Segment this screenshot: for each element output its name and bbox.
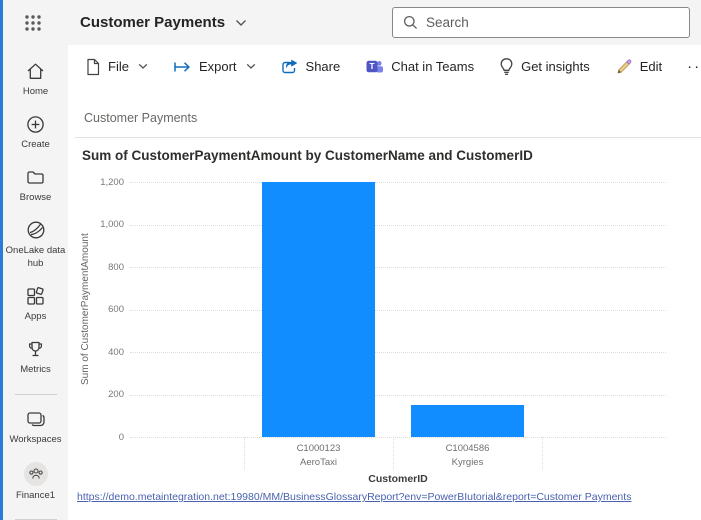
chart-title: Sum of CustomerPaymentAmount by Customer… — [82, 148, 533, 163]
y-gridline — [130, 394, 666, 396]
y-axis-tick-label: 600 — [108, 304, 124, 315]
sidebar-item-finance1-workspace[interactable]: Finance1 — [4, 461, 68, 503]
apps-icon — [27, 287, 44, 305]
category-separator — [542, 437, 543, 470]
export-menu-button[interactable]: Export — [173, 59, 256, 74]
edit-label: Edit — [639, 59, 663, 74]
chevron-down-icon — [246, 63, 256, 70]
report-title-dropdown[interactable]: Customer Payments — [80, 14, 247, 31]
chat-in-teams-label: Chat in Teams — [391, 59, 475, 74]
customer-id-label: C1000123 — [296, 443, 341, 454]
share-button[interactable]: Share — [281, 58, 341, 75]
report-page-name: Customer Payments — [84, 111, 198, 125]
sidebar-item-browse[interactable]: Browse — [4, 167, 68, 205]
y-gridline — [130, 352, 666, 353]
y-gridline — [130, 267, 666, 268]
bar-kyrgies[interactable] — [411, 405, 524, 437]
sidebar-item-apps[interactable]: Apps — [4, 286, 68, 324]
sidebar-item-label: Workspaces — [9, 433, 62, 445]
export-label: Export — [198, 59, 237, 74]
chevron-down-icon — [138, 63, 148, 70]
y-axis-tick-label: 0 — [118, 431, 124, 443]
get-insights-button[interactable]: Get insights — [499, 57, 590, 76]
trophy-icon — [29, 341, 42, 357]
sidebar-item-label: Metrics — [20, 363, 51, 375]
sidebar-item-label: Finance1 — [15, 489, 56, 501]
sidebar-item-label: Apps — [24, 311, 47, 323]
svg-text:T: T — [370, 61, 376, 71]
x-axis-category-label: C1000123 AeroTaxi — [244, 442, 393, 471]
home-icon — [27, 63, 44, 79]
waffle-icon — [25, 14, 41, 31]
sidebar-item-home[interactable]: Home — [4, 61, 68, 99]
file-icon — [87, 58, 100, 75]
report-content-area: File Export — [68, 45, 701, 520]
search-box[interactable] — [392, 7, 690, 38]
y-gridline — [130, 224, 666, 226]
get-insights-label: Get insights — [521, 59, 590, 74]
page-divider — [75, 137, 701, 138]
share-icon — [281, 59, 297, 74]
plus-circle-icon — [27, 116, 44, 133]
sidebar-divider — [14, 393, 57, 395]
sidebar-item-label: Browse — [19, 191, 52, 203]
bar-aerotaxi[interactable] — [262, 182, 375, 437]
teams-icon: T — [366, 60, 384, 72]
workspace-avatar — [23, 461, 48, 486]
more-options-button[interactable]: ··· — [687, 58, 701, 75]
lightbulb-icon — [500, 58, 513, 75]
file-label: File — [108, 59, 129, 74]
workspaces-icon — [26, 412, 45, 426]
edit-button[interactable]: Edit — [615, 58, 662, 76]
report-toolbar: File Export — [68, 45, 701, 88]
sidebar-item-create[interactable]: Create — [4, 114, 68, 152]
sidebar-item-label: Create — [21, 138, 50, 150]
category-separator — [393, 437, 394, 470]
report-title: Customer Payments — [80, 14, 226, 31]
top-bar: Customer Payments — [3, 0, 701, 45]
customer-id-label: C1004586 — [445, 443, 490, 454]
people-icon — [28, 467, 43, 479]
y-axis-tick-label: 1,000 — [100, 219, 124, 230]
export-icon — [174, 61, 190, 72]
pencil-icon — [617, 58, 632, 73]
chevron-down-icon — [235, 19, 247, 27]
onelake-icon — [27, 221, 44, 239]
y-gridline — [130, 309, 666, 311]
share-label: Share — [305, 59, 341, 74]
y-axis-tick-label: 1,200 — [100, 176, 124, 188]
search-icon — [403, 15, 418, 30]
y-gridline — [130, 182, 666, 183]
sidebar-item-onelake-data-hub[interactable]: OneLake data hub — [4, 219, 68, 271]
sidebar-item-workspaces[interactable]: Workspaces — [4, 409, 68, 447]
y-axis-tick-label: 800 — [108, 261, 124, 273]
x-axis-title: CustomerID — [368, 473, 428, 485]
navigation-sidebar: Home Create Browse OneLake data hub — [3, 45, 68, 520]
folder-icon — [27, 170, 44, 184]
file-menu-button[interactable]: File — [85, 58, 148, 76]
app-launcher-waffle-icon[interactable] — [22, 12, 44, 34]
business-glossary-report-link[interactable]: https://demo.metaintegration.net:19980/M… — [77, 491, 632, 503]
window-edge-strip — [0, 0, 3, 520]
sidebar-item-metrics[interactable]: Metrics — [4, 339, 68, 377]
category-separator — [244, 437, 245, 470]
search-input[interactable] — [426, 15, 679, 30]
y-axis-tick-label: 400 — [108, 346, 124, 358]
x-axis-category-label: C1004586 Kyrgies — [393, 442, 542, 471]
sidebar-item-label: Home — [22, 86, 49, 97]
sidebar-item-label: OneLake data hub — [5, 245, 66, 270]
y-axis-title: Sum of CustomerPaymentAmount — [80, 233, 91, 386]
y-gridline — [130, 437, 666, 438]
customer-name-label: AeroTaxi — [300, 457, 337, 469]
customer-name-label: Kyrgies — [451, 457, 484, 469]
chat-in-teams-button[interactable]: T Chat in Teams — [365, 58, 474, 76]
y-axis-tick-label: 200 — [108, 389, 124, 400]
